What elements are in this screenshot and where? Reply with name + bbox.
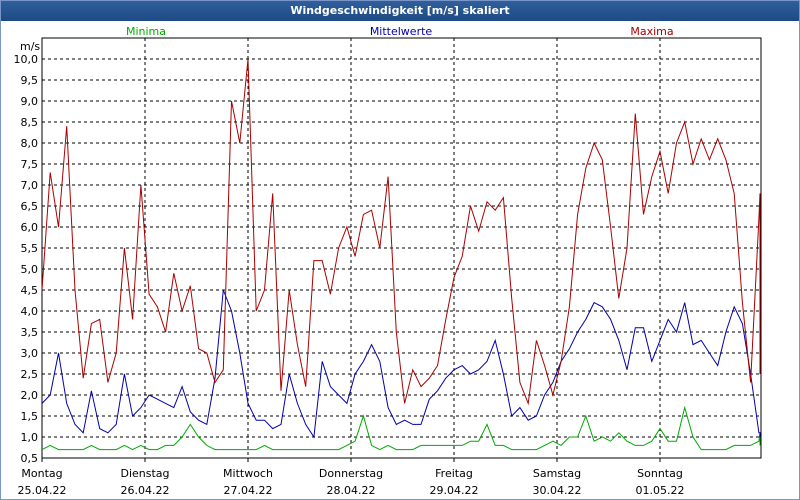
- x-tick-date: 27.04.22: [224, 484, 273, 497]
- y-axis-label: m/s: [20, 40, 40, 53]
- y-tick-label: 5,5: [21, 242, 39, 255]
- y-tick-label: 0,5: [21, 452, 39, 465]
- series-line-maxima: [41, 58, 761, 406]
- y-tick-label: 7,5: [21, 158, 39, 171]
- grid-lines: [41, 38, 761, 462]
- plot-area: [41, 37, 762, 459]
- y-tick-label: 4,0: [21, 305, 39, 318]
- series-line-minima: [41, 405, 761, 451]
- y-tick-label: 9,0: [21, 95, 39, 108]
- x-tick-day: Montag: [21, 467, 62, 480]
- x-tick-day: Mittwoch: [223, 467, 273, 480]
- x-tick-date: 01.05.22: [636, 484, 685, 497]
- y-tick-label: 8,0: [21, 137, 39, 150]
- x-tick-day: Freitag: [435, 467, 473, 480]
- y-tick-label: 1,5: [21, 410, 39, 423]
- y-tick-label: 4,5: [21, 284, 39, 297]
- series-line-mittelwerte: [41, 289, 761, 439]
- legend-minima: Minima: [126, 25, 166, 38]
- x-tick-day: Dienstag: [120, 467, 169, 480]
- y-tick-label: 7,0: [21, 179, 39, 192]
- y-tick-label: 2,5: [21, 368, 39, 381]
- x-tick-date: 30.04.22: [533, 484, 582, 497]
- x-tick-day: Donnerstag: [319, 467, 383, 480]
- legend-maxima: Maxima: [630, 25, 673, 38]
- x-tick-day: Samstag: [533, 467, 581, 480]
- x-tick-day: Sonntag: [637, 467, 683, 480]
- y-tick-label: 6,0: [21, 221, 39, 234]
- y-tick-label: 2,0: [21, 389, 39, 402]
- x-tick-date: 29.04.22: [430, 484, 479, 497]
- y-tick-labels: 0,5 1,0 1,5 2,0 2,5 3,0 3,5 4,0 4,5 5,0 5,5 6,0 6,5 7…: [14, 53, 39, 465]
- x-tick-date: 28.04.22: [327, 484, 376, 497]
- y-tick-label: 1,0: [21, 431, 39, 444]
- y-tick-label: 9,5: [21, 74, 39, 87]
- legend-mittelwerte: Mittelwerte: [370, 25, 433, 38]
- chart-title: Windgeschwindigkeit [m/s] skaliert: [1, 1, 799, 21]
- y-tick-label: 3,5: [21, 326, 39, 339]
- y-tick-label: 3,0: [21, 347, 39, 360]
- x-tick-labels: Montag 25.04.22 Dienstag 26.04.22 Mittwoch 27…: [18, 467, 685, 497]
- y-tick-label: 5,0: [21, 263, 39, 276]
- x-tick-date: 26.04.22: [121, 484, 170, 497]
- y-tick-label: 6,5: [21, 200, 39, 213]
- y-tick-label: 8,5: [21, 116, 39, 129]
- series-lines: [41, 58, 761, 451]
- y-tick-label: 10,0: [14, 53, 39, 66]
- x-tick-date: 25.04.22: [18, 484, 67, 497]
